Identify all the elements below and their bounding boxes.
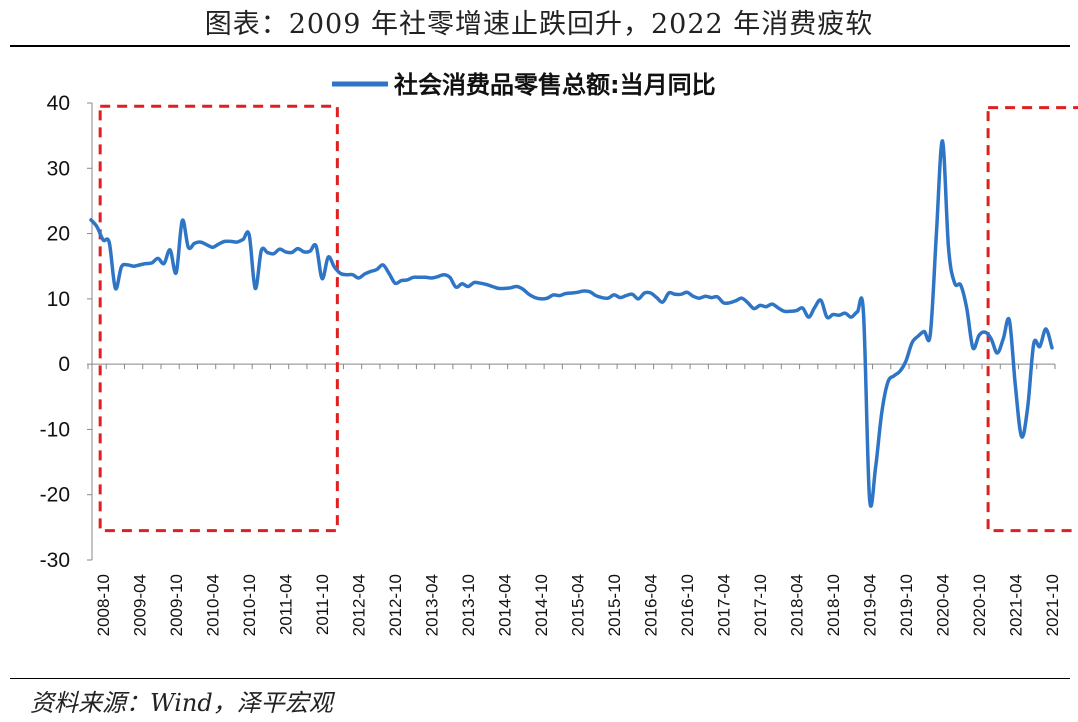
highlight-box (98, 104, 339, 533)
chart-svg: 社会消费品零售总额:当月同比 40 30 20 10 0 -10 -20 -30 2008-10… (40, 71, 1078, 636)
highlight-box (986, 106, 1078, 533)
x-tick-label: 2012-10 (386, 574, 405, 636)
y-tick-label: 30 (47, 157, 70, 180)
series-line-retail-sales-yoy (89, 139, 1054, 508)
y-tick-label: -30 (40, 549, 70, 572)
x-tick-label: 2017-04 (715, 574, 734, 636)
axes: 40 30 20 10 0 -10 -20 -30 2008-10 2009-04 2009-10 2… (40, 92, 1062, 636)
x-tick-label: 2018-10 (824, 574, 843, 636)
x-tick-label: 2017-10 (751, 574, 770, 636)
x-tick-label: 2013-04 (423, 574, 442, 636)
title-rule (10, 45, 1070, 47)
x-tick-label: 2008-10 (94, 574, 113, 636)
footer-rule (10, 678, 1070, 679)
x-tick-label: 2018-04 (788, 574, 807, 636)
x-tick-label: 2011-04 (277, 574, 296, 635)
chart-title: 图表：2009 年社零增速止跌回升，2022 年消费疲软 (204, 9, 874, 40)
x-tick-label: 2015-04 (569, 574, 588, 636)
x-tick-label: 2020-10 (970, 574, 989, 636)
x-tick-label: 2012-04 (350, 574, 369, 636)
legend: 社会消费品零售总额:当月同比 (332, 71, 716, 99)
x-tick-label: 2019-10 (897, 574, 916, 636)
x-tick-label: 2019-04 (861, 574, 880, 636)
y-tick-label: 40 (47, 92, 70, 115)
x-tick-label: 2009-10 (167, 574, 186, 636)
y-tick-label: 0 (58, 353, 70, 376)
x-tick-label: 2014-10 (532, 574, 551, 636)
x-tick-label: 2020-04 (933, 574, 952, 636)
x-tick-label: 2016-04 (642, 574, 661, 636)
x-tick-label: 2010-04 (204, 574, 223, 636)
x-tick-label: 2014-04 (496, 574, 515, 636)
x-tick-label: 2016-10 (678, 574, 697, 636)
y-tick-label: 10 (47, 288, 70, 311)
x-tick-label: 2011-10 (313, 574, 332, 635)
series-group (89, 139, 1054, 508)
x-tick-label: 2010-10 (240, 574, 259, 636)
x-tick-label: 2009-04 (131, 574, 150, 636)
x-tick-label: 2013-10 (459, 574, 478, 636)
x-tick-label: 2021-10 (1043, 574, 1062, 636)
y-tick-label: 20 (47, 223, 70, 246)
legend-label: 社会消费品零售总额:当月同比 (394, 71, 716, 99)
x-tick-label: 2015-10 (605, 574, 624, 636)
y-tick-label: -20 (40, 484, 70, 507)
x-tick-label: 2021-04 (1006, 574, 1025, 636)
y-tick-label: -10 (40, 418, 70, 441)
source-note: 资料来源：Wind，泽平宏观 (30, 689, 333, 717)
highlight-boxes (98, 104, 1078, 533)
